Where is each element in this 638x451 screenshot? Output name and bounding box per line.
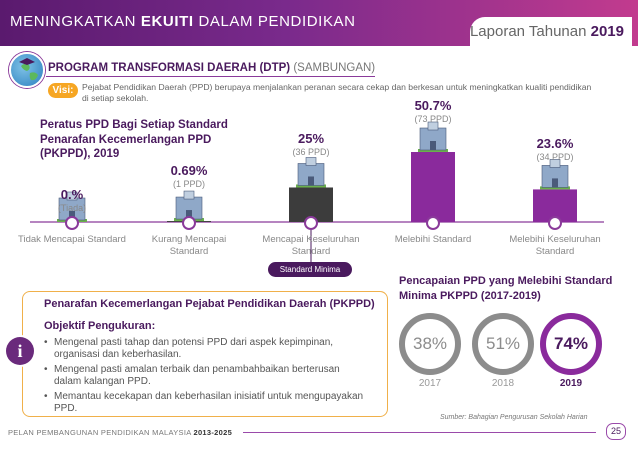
globe-icon [9, 52, 45, 88]
building-icon [549, 159, 561, 168]
building-icon [66, 191, 78, 201]
achievement-ring: 74% [540, 313, 602, 375]
category-label: Melebihi Standard [394, 234, 472, 245]
category-label: Kurang Mencapai Standard [151, 234, 227, 257]
info-icon: i [6, 337, 34, 365]
building-icon [69, 211, 75, 220]
year-label: 2018 [491, 378, 515, 389]
vision-text: Pejabat Pendidikan Daerah (PPD) berupaya… [82, 82, 592, 103]
building-icon [308, 176, 314, 186]
count-label: (1 PPD) [172, 179, 205, 189]
category-marker [548, 216, 562, 230]
count-label: (Tiada) [57, 203, 87, 213]
year-label: 2019 [559, 378, 583, 389]
program-title: PROGRAM TRANSFORMASI DAERAH (DTP) (SAMBU… [48, 62, 376, 74]
value-label: 0.69% [170, 163, 208, 178]
list-item: Mengenal pasti tahap dan potensi PPD dar… [44, 337, 366, 361]
page-number: 25 [606, 423, 626, 440]
building-icon [430, 141, 436, 150]
year-label: 2017 [418, 378, 442, 389]
count-label: (34 PPD) [536, 152, 574, 162]
section-title: MENINGKATKAN EKUITI DALAM PENDIDIKAN [10, 13, 356, 30]
achievement-ring: 38% [399, 313, 461, 375]
report-label: Laporan Tahunan 2019 [469, 23, 624, 40]
category-label: Tidak Mencapai Standard [18, 234, 126, 245]
building-icon [183, 190, 195, 200]
info-heading: Penarafan Kecemerlangan Pejabat Pendidik… [44, 298, 375, 310]
value-label: 0.% [60, 187, 84, 202]
bar [411, 152, 455, 222]
category-marker [182, 216, 196, 230]
category-marker [426, 216, 440, 230]
achievement-ring: 51% [472, 313, 534, 375]
bar-chart [30, 121, 604, 262]
category-label: Melebihi Keseluruhan Standard [509, 234, 601, 257]
vision-badge: Visi: [48, 83, 78, 98]
category-marker [65, 216, 79, 230]
value-label: 23.6% [536, 136, 574, 151]
list-item: Mengenal pasti amalan terbaik dan penamb… [44, 364, 366, 388]
footer-divider [243, 432, 596, 433]
list-item: Memantau kecekapan dan keberhasilan inis… [44, 391, 366, 415]
count-label: (73 PPD) [414, 114, 452, 124]
report-tab [470, 17, 632, 47]
category-label: Mencapai Keseluruhan Standard [262, 234, 360, 257]
building-icon [186, 210, 192, 220]
objective-list: Mengenal pasti tahap dan potensi PPD dar… [44, 337, 366, 418]
source-note: Sumber: Bahagian Pengurusan Sekolah Hari… [440, 414, 588, 421]
footer-text: PELAN PEMBANGUNAN PENDIDIKAN MALAYSIA 20… [8, 428, 233, 437]
building-icon [418, 149, 448, 152]
objective-title: Objektif Pengukuran: [44, 320, 156, 332]
value-label: 25% [297, 131, 325, 146]
category-marker [304, 216, 318, 230]
count-label: (36 PPD) [292, 147, 330, 157]
building-icon [305, 157, 317, 166]
value-label: 50.7% [414, 98, 452, 113]
building-icon [427, 121, 439, 131]
chart-title: Peratus PPD Bagi Setiap Standard Penaraf… [40, 119, 228, 160]
building-icon [552, 178, 558, 188]
building-icon [296, 184, 326, 188]
building-icon [540, 186, 570, 190]
program-divider [46, 76, 375, 77]
standard-minima-badge: Standard Minima [268, 262, 352, 277]
achievement-title: Pencapaian PPD yang Melebihi Standard Mi… [399, 275, 613, 302]
